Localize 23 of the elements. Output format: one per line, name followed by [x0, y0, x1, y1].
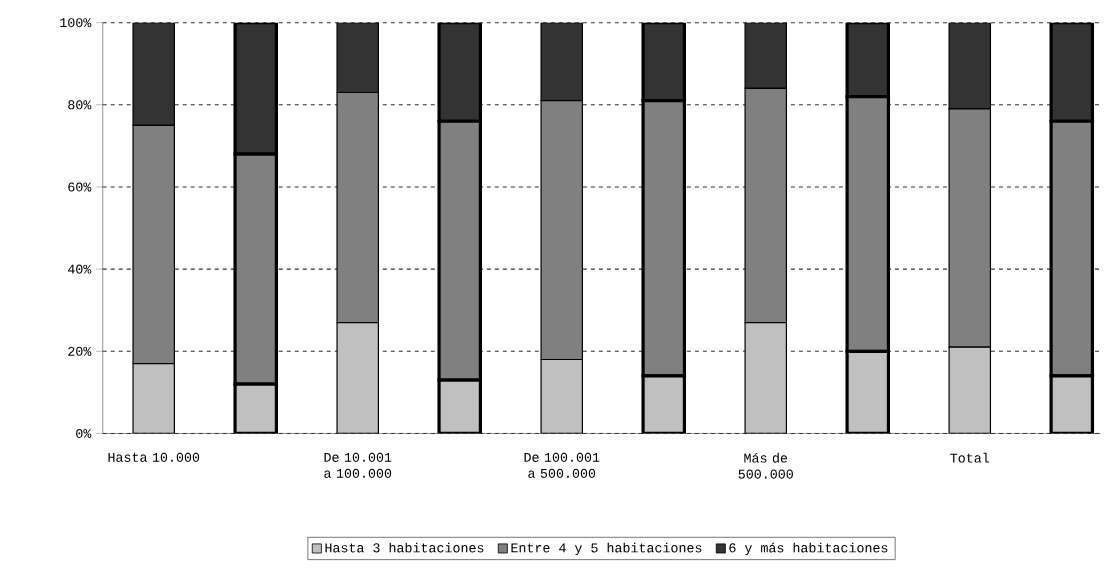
bar [540, 358, 584, 434]
x-tick-label: Más de 500.000 [738, 452, 793, 479]
y-tick-label: 20% [68, 346, 92, 356]
bar [540, 22, 584, 102]
y-tick-label: 60% [68, 182, 92, 192]
bar [336, 22, 379, 94]
x-tick-label: Hasta 10.000 [108, 452, 200, 462]
legend-label: 6 y más habitaciones [729, 542, 888, 555]
bar [132, 362, 175, 434]
x-tick-label: De 10.001 a 100.000 [324, 452, 392, 478]
y-tick-label: 40% [67, 264, 92, 274]
legend-label: Hasta 3 habitaciones [325, 542, 484, 553]
y-tick-label: 0% [76, 428, 92, 438]
bar [744, 22, 788, 89]
bar [744, 321, 788, 434]
y-tick-label: 100% [60, 18, 92, 28]
x-tick-label: De 100.001 a 500.000 [524, 452, 600, 478]
legend-label: Entre 4 y 5 habitaciones [511, 542, 702, 555]
bar [948, 346, 992, 434]
x-tick-label: Total [950, 452, 990, 463]
bar [336, 321, 379, 434]
y-tick-label: 80% [68, 100, 92, 110]
bar [948, 22, 992, 110]
